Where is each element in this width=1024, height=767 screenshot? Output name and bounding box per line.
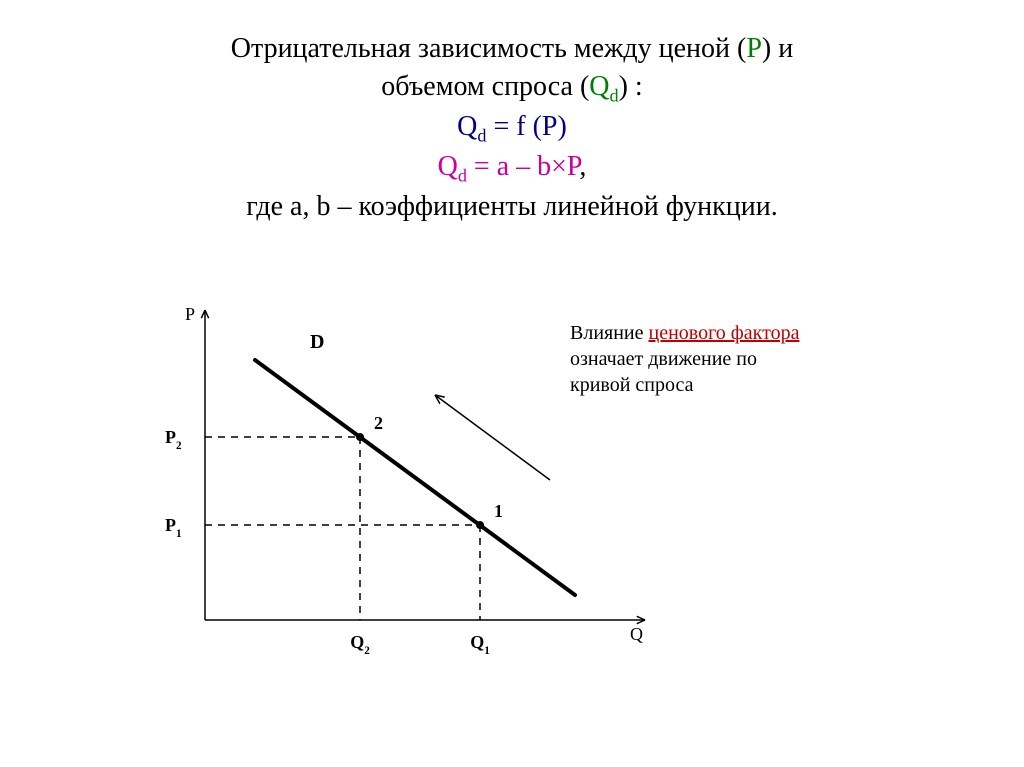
chart-svg: P Q D 2 1 P2 P1 Q2 Q1: [145, 300, 665, 680]
data-point: [476, 521, 484, 529]
title-text: где a, b – коэффициенты линейной функции…: [246, 191, 777, 222]
x-axis-label: Q: [630, 624, 643, 644]
y-tick-label: P1: [165, 515, 182, 540]
title-text: ) и: [762, 33, 793, 64]
x-tick-label: Q1: [470, 632, 490, 657]
annotation-highlight: ценового фактора: [649, 322, 800, 344]
demand-curve: [255, 360, 575, 595]
point-label: 2: [374, 413, 383, 433]
curve-label: D: [310, 331, 324, 353]
y-tick-label: P2: [165, 427, 182, 452]
title-Qd: Qd: [589, 71, 618, 102]
title-P: P: [746, 33, 762, 64]
title-text: ,: [579, 151, 586, 182]
movement-arrow: [435, 395, 550, 480]
title-text: ) :: [619, 71, 643, 102]
title-formula-2: Qd = a – b×P: [438, 151, 580, 182]
data-point: [356, 433, 364, 441]
x-tick-label: Q2: [350, 632, 370, 657]
slide-title: Отрицательная зависимость между ценой (P…: [60, 30, 964, 226]
title-text: Отрицательная зависимость между ценой (: [231, 33, 747, 64]
demand-chart: P Q D 2 1 P2 P1 Q2 Q1: [145, 300, 665, 680]
y-axis-label: P: [185, 304, 195, 324]
point-label: 1: [494, 501, 503, 521]
title-formula-1: Qd = f (P): [457, 111, 567, 142]
title-text: объемом спроса (: [381, 71, 589, 102]
